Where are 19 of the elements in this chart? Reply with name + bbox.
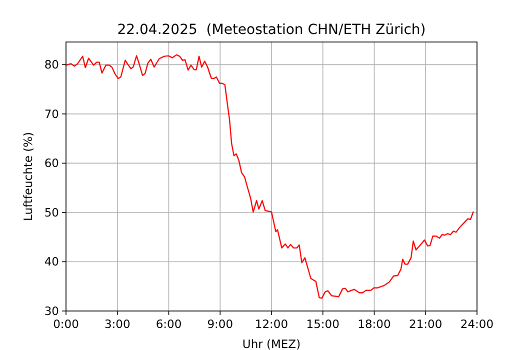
x-tick-label: 3:00 — [104, 317, 130, 331]
x-tick-label: 12:00 — [254, 317, 288, 331]
y-tick-label: 60 — [44, 156, 59, 170]
y-tick-label: 30 — [44, 304, 59, 318]
y-tick-label: 40 — [44, 254, 59, 269]
chart-title: 22.04.2025 (Meteostation CHN/ETH Zürich) — [117, 22, 426, 38]
x-tick-label: 0:00 — [53, 317, 79, 331]
x-axis-title: Uhr (MEZ) — [242, 337, 301, 350]
y-tick-label: 80 — [44, 58, 59, 72]
y-tick-label: 50 — [44, 205, 59, 220]
x-tick-label: 18:00 — [358, 317, 391, 331]
x-tick-label: 15:00 — [306, 317, 340, 331]
x-tick-label: 21:00 — [409, 317, 442, 331]
x-tick-label: 6:00 — [156, 317, 182, 331]
x-tick-label: 24:00 — [460, 317, 494, 331]
y-axis-title: Luftfeuchte (%) — [21, 132, 35, 222]
y-tick-label: 70 — [44, 106, 59, 121]
x-tick-label: 9:00 — [207, 317, 234, 331]
line-series — [65, 54, 474, 299]
